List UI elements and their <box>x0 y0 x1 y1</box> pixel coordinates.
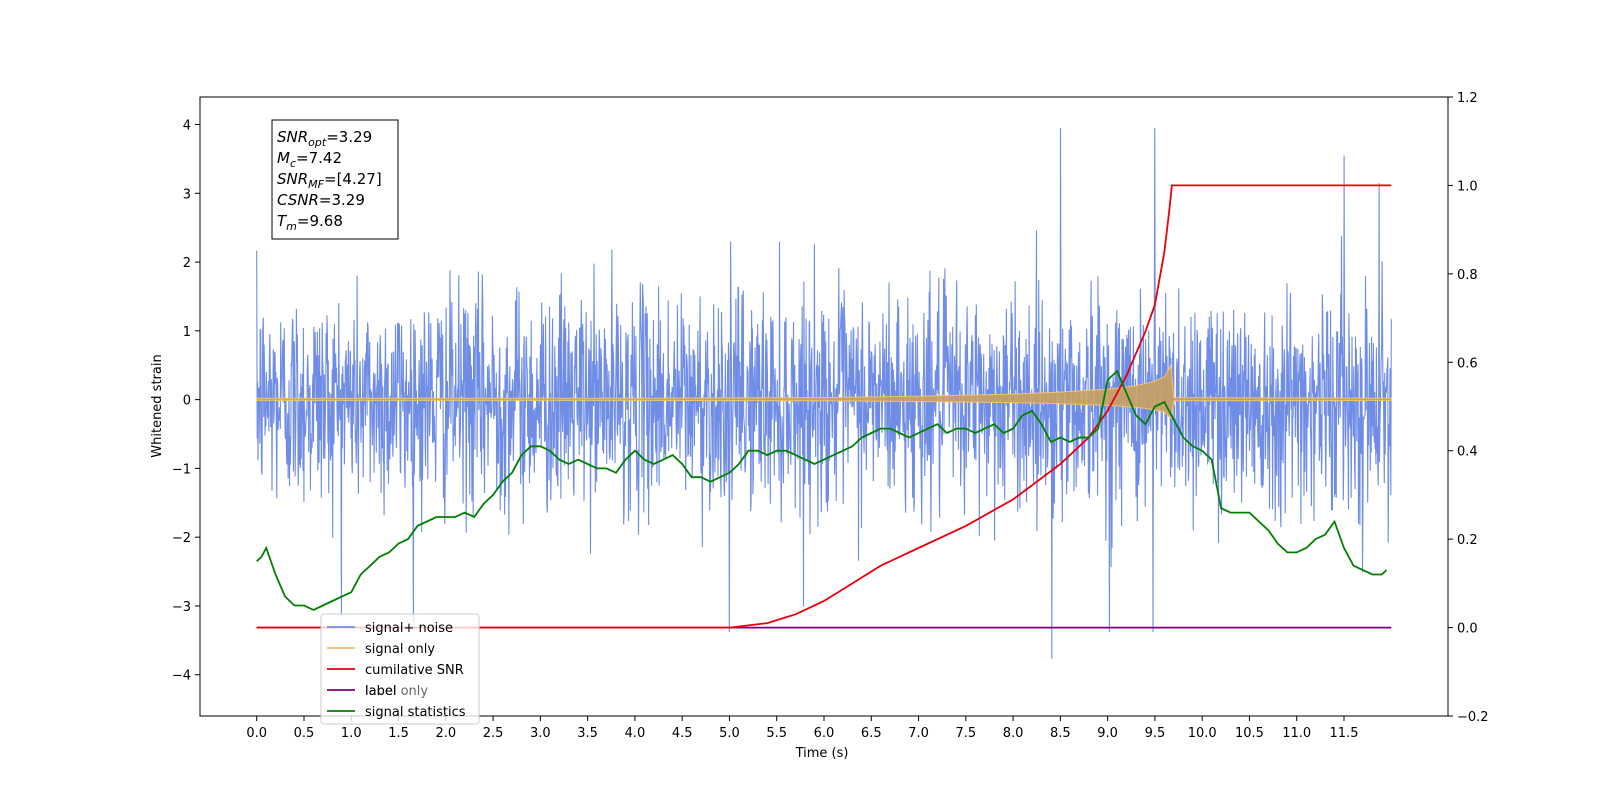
info-box-frame <box>271 119 399 240</box>
cumulative-snr-line <box>256 184 1392 629</box>
x-tick-label: 2.0 <box>435 726 456 741</box>
x-tick-label: 3.5 <box>577 726 598 741</box>
x-tick-label: 8.5 <box>1050 726 1071 741</box>
y-axis-left: −4 −3 −2 −1 0 1 2 3 4 <box>172 119 200 684</box>
x-tick-label: 10.5 <box>1235 726 1264 741</box>
y2-tick-label: 0.2 <box>1457 533 1478 548</box>
signal-noise-line <box>256 127 1392 659</box>
info-line: SNRopt=3.29 <box>277 128 372 149</box>
y-tick-label: −4 <box>172 669 191 684</box>
legend-label: cumilative SNR <box>365 663 464 678</box>
x-axis-label: Time (s) <box>795 746 849 761</box>
x-tick-label: 1.0 <box>341 726 362 741</box>
x-tick-label: 4.0 <box>625 726 646 741</box>
legend-frame <box>320 613 480 725</box>
y-tick-label: −2 <box>172 531 191 546</box>
info-line: Tm=9.68 <box>277 212 343 233</box>
y-tick-label: 4 <box>183 119 191 134</box>
x-tick-label: 8.0 <box>1003 726 1024 741</box>
info-line: CSNR=3.29 <box>277 191 365 209</box>
x-tick-label: 10.0 <box>1188 726 1217 741</box>
y2-tick-label: −0.2 <box>1457 710 1489 725</box>
y-tick-label: −1 <box>172 462 191 477</box>
x-tick-label: 6.0 <box>814 726 835 741</box>
x-tick-label: 6.5 <box>861 726 882 741</box>
y2-tick-label: 1.0 <box>1457 179 1478 194</box>
signal-statistics-line <box>256 369 1388 611</box>
y-axis-right: −0.2 0.0 0.2 0.4 0.6 0.8 1.0 1.2 <box>1448 91 1489 725</box>
y-tick-label: −3 <box>172 600 191 615</box>
legend-label: signal+ noise <box>365 621 453 636</box>
info-line: SNRMF=[4.27] <box>277 170 382 191</box>
legend-label: label <box>365 684 396 699</box>
y2-tick-label: 0.6 <box>1457 356 1478 371</box>
x-tick-label: 0.5 <box>294 726 315 741</box>
y-tick-label: 0 <box>183 394 191 409</box>
x-tick-label: 11.5 <box>1330 726 1359 741</box>
x-tick-label: 11.0 <box>1282 726 1311 741</box>
x-tick-label: 2.5 <box>483 726 504 741</box>
x-tick-label: 1.5 <box>388 726 409 741</box>
x-tick-label: 9.0 <box>1097 726 1118 741</box>
legend-label: signal only <box>365 642 435 657</box>
signal-noise-series <box>256 127 1392 659</box>
signal-only-series <box>256 363 1392 420</box>
info-line: Mc=7.42 <box>277 149 342 170</box>
x-tick-label: 5.0 <box>719 726 740 741</box>
legend: signal+ noise signal only cumilative SNR la… <box>320 613 480 725</box>
x-axis: 0.0 0.5 1.0 1.5 2.0 2.5 3.0 3.5 4.0 4.5 5.0 5.5 6.0 6… <box>246 716 1358 741</box>
legend-label-ghost: label only <box>365 684 428 699</box>
y2-tick-label: 0.0 <box>1457 622 1478 637</box>
y-tick-label: 2 <box>183 256 191 271</box>
y2-tick-label: 0.4 <box>1457 445 1478 460</box>
y-tick-label: 1 <box>183 325 191 340</box>
y-tick-label: 3 <box>183 187 191 202</box>
x-tick-label: 7.0 <box>908 726 929 741</box>
y2-tick-label: 1.2 <box>1457 91 1478 106</box>
legend-label: signal statistics <box>365 705 466 720</box>
x-tick-label: 5.5 <box>766 726 787 741</box>
y-axis-label: Whitened strain <box>150 354 165 457</box>
x-tick-label: 0.0 <box>246 726 267 741</box>
signal-only-line <box>256 363 1392 420</box>
x-tick-label: 3.0 <box>530 726 551 741</box>
x-tick-label: 4.5 <box>672 726 693 741</box>
x-tick-label: 7.5 <box>955 726 976 741</box>
y2-tick-label: 0.8 <box>1457 268 1478 283</box>
x-tick-label: 9.5 <box>1145 726 1166 741</box>
